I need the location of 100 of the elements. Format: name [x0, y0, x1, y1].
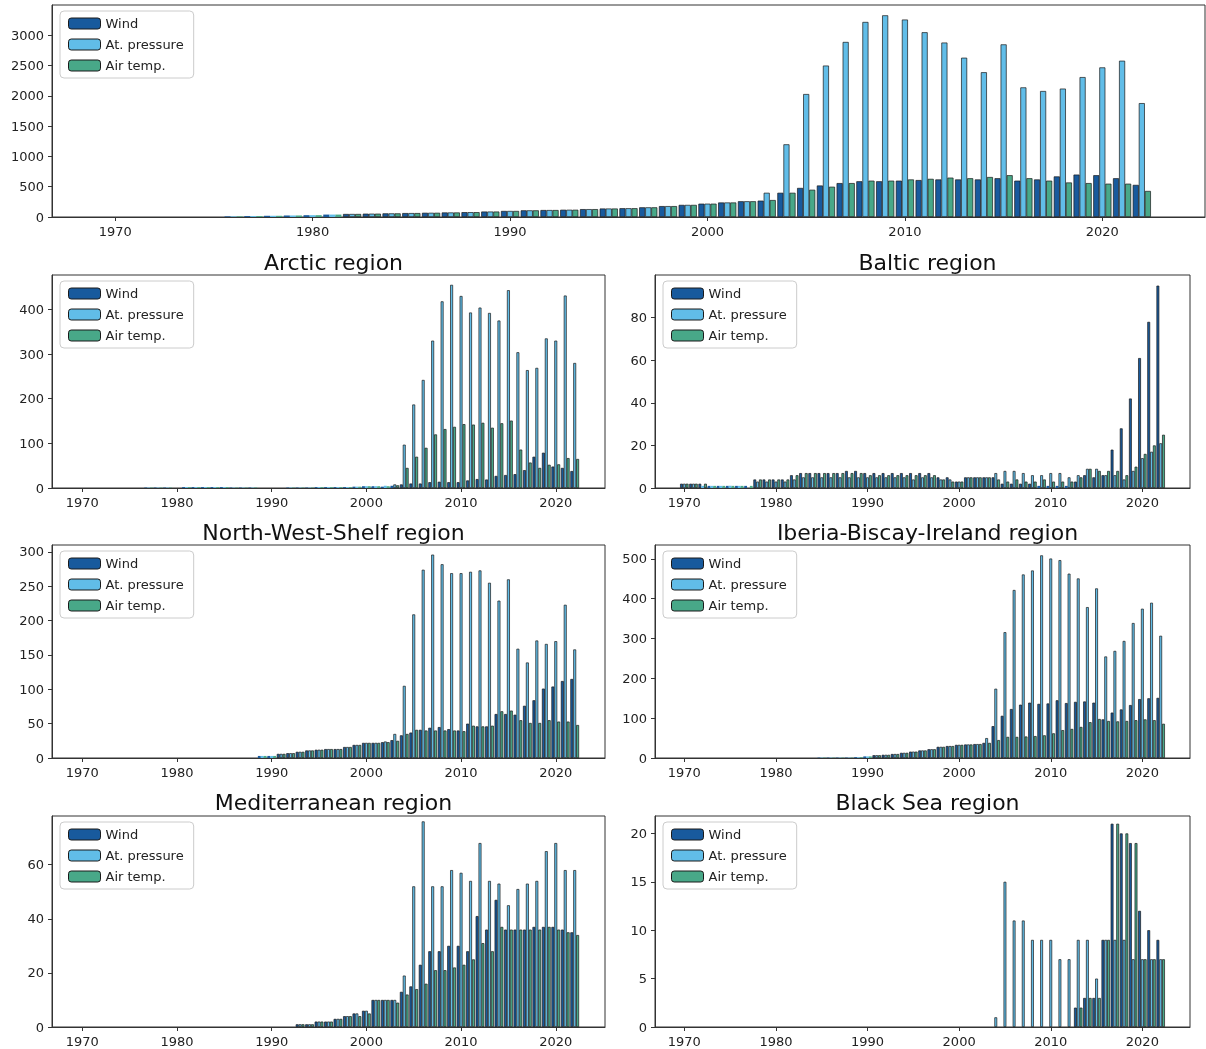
- bar: [1147, 930, 1151, 1027]
- bar: [554, 843, 558, 1027]
- legend-label: At. pressure: [708, 307, 787, 322]
- bar: [478, 307, 482, 488]
- chart-title: Baltic region: [858, 249, 997, 275]
- bar: [488, 582, 491, 758]
- legend-label: At. pressure: [708, 848, 787, 863]
- bar: [412, 404, 416, 488]
- x-tick-label: 1980: [160, 1034, 194, 1049]
- bar: [459, 295, 463, 488]
- bar: [525, 370, 529, 488]
- bar: [795, 475, 799, 488]
- bar: [859, 473, 863, 488]
- bar: [1049, 939, 1053, 1027]
- bar: [1049, 473, 1053, 488]
- bar: [1076, 578, 1080, 758]
- bar: [813, 473, 817, 488]
- bar: [802, 477, 805, 488]
- bar: [1156, 939, 1160, 1027]
- y-tick-label: 15: [630, 874, 647, 890]
- bar: [440, 301, 444, 488]
- bar: [918, 473, 922, 488]
- bar: [450, 284, 454, 488]
- y-tick-label: 100: [622, 710, 647, 726]
- bar: [1150, 602, 1153, 758]
- bar: [525, 883, 529, 1027]
- legend-label: At. pressure: [105, 848, 184, 863]
- x-tick-label: 1980: [759, 495, 793, 510]
- y-tick-label: 10: [630, 922, 647, 938]
- y-tick-label: 150: [19, 647, 44, 663]
- bar: [431, 340, 435, 488]
- bar: [744, 485, 748, 488]
- bar: [535, 640, 539, 758]
- bar: [506, 905, 510, 1027]
- bar: [450, 573, 454, 758]
- y-tick-label: 400: [622, 591, 647, 607]
- bar: [1043, 479, 1046, 488]
- bar: [469, 312, 472, 488]
- legend-label: At. pressure: [105, 577, 184, 592]
- bar: [1095, 978, 1098, 1027]
- bar: [440, 564, 444, 758]
- y-tick-label: 2500: [10, 58, 44, 74]
- legend-label: Air temp.: [105, 58, 166, 73]
- legend-label: Wind: [708, 286, 742, 301]
- bar: [506, 579, 510, 758]
- bar: [1162, 434, 1165, 488]
- bar: [1031, 939, 1034, 1027]
- x-tick-label: 2010: [444, 495, 478, 510]
- x-tick-label: 1990: [493, 224, 527, 239]
- y-tick-label: 3000: [10, 27, 44, 43]
- x-tick-label: 1970: [667, 765, 701, 780]
- x-tick-label: 2000: [690, 224, 725, 239]
- bar: [554, 641, 558, 758]
- legend-label: At. pressure: [105, 307, 184, 322]
- x-tick-label: 2020: [539, 765, 573, 780]
- x-tick-label: 1990: [850, 495, 885, 510]
- y-tick-label: 500: [622, 551, 647, 567]
- bar: [563, 295, 567, 488]
- bar: [1040, 939, 1043, 1027]
- bar: [1031, 475, 1034, 488]
- bar: [516, 648, 520, 758]
- x-tick-label: 2010: [1034, 765, 1068, 780]
- bar: [1003, 881, 1007, 1027]
- bar: [863, 473, 867, 488]
- legend-label: Air temp.: [708, 869, 769, 884]
- bar: [1058, 473, 1062, 488]
- bar: [1110, 823, 1114, 1027]
- y-tick-label: 40: [630, 395, 647, 411]
- bar: [1116, 823, 1120, 1027]
- x-tick-label: 1980: [759, 1034, 793, 1049]
- y-tick-label: 100: [19, 435, 44, 451]
- bar: [497, 883, 501, 1027]
- bar: [402, 685, 406, 758]
- bar: [1159, 635, 1163, 758]
- bar: [478, 843, 482, 1027]
- y-tick-label: 0: [35, 750, 44, 766]
- bar: [516, 352, 520, 488]
- bar: [1095, 588, 1098, 758]
- bar: [811, 477, 814, 488]
- bar: [535, 367, 539, 488]
- bar: [573, 870, 577, 1027]
- bar: [817, 473, 821, 488]
- y-tick-label: 0: [638, 750, 647, 766]
- bar: [412, 614, 416, 758]
- bar: [544, 643, 548, 758]
- chart-title: Iberia-Biscay-Ireland region: [776, 519, 1079, 545]
- x-tick-label: 2010: [1034, 495, 1068, 510]
- bar: [516, 889, 520, 1027]
- bar: [450, 870, 454, 1027]
- bar: [573, 362, 577, 488]
- bar: [402, 444, 406, 488]
- bar: [1012, 589, 1016, 758]
- x-tick-label: 1990: [255, 765, 289, 780]
- bar: [1076, 939, 1080, 1027]
- bar: [881, 473, 885, 488]
- bar: [488, 312, 491, 488]
- y-tick-label: 0: [638, 480, 647, 496]
- legend-label: Wind: [105, 286, 139, 301]
- bar: [497, 600, 501, 758]
- bar: [872, 473, 876, 488]
